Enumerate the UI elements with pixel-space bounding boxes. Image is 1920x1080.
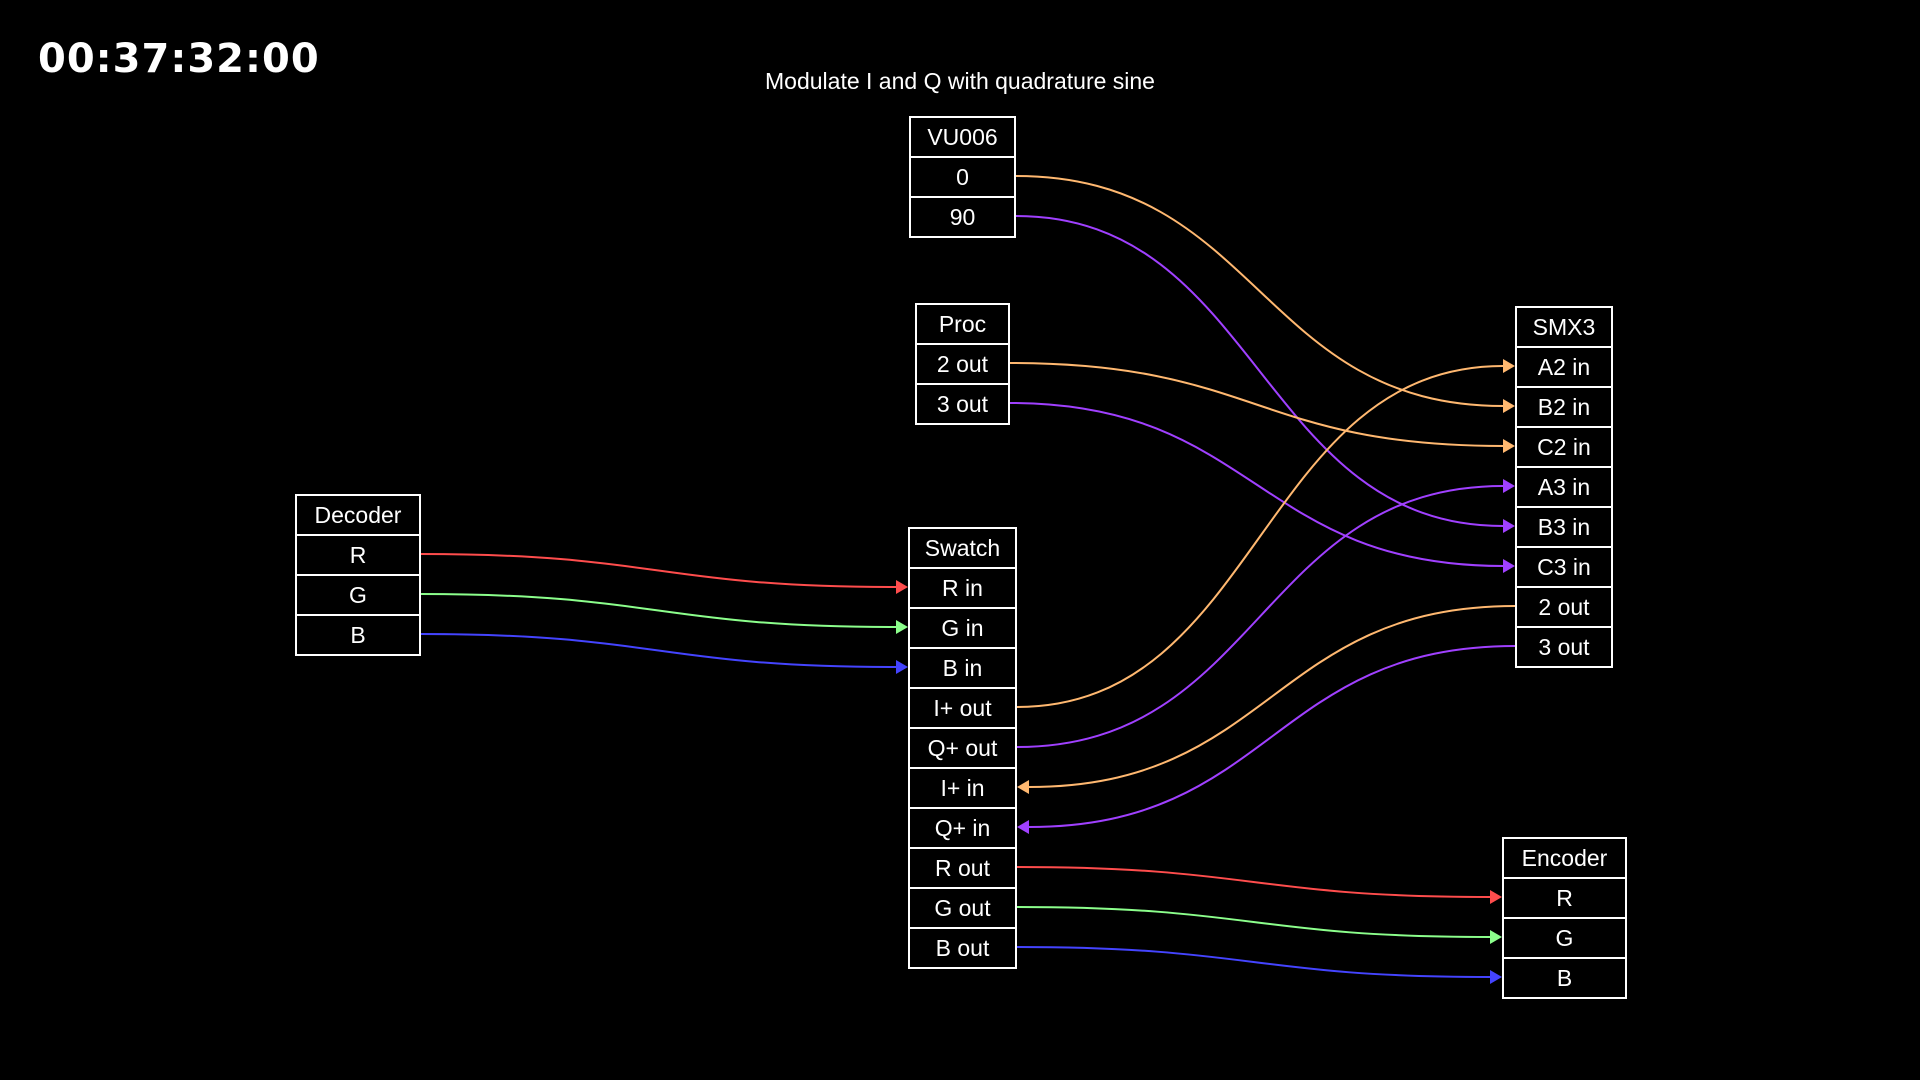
wire-6 bbox=[1009, 402, 1504, 567]
swatch-port-b-in[interactable]: B in bbox=[910, 647, 1015, 687]
wire-4 bbox=[1015, 215, 1504, 527]
smx3-port-b2-in[interactable]: B2 in bbox=[1517, 386, 1611, 426]
swatch-port-i-in[interactable]: I+ in bbox=[910, 767, 1015, 807]
smx3-port-a2-in[interactable]: A2 in bbox=[1517, 346, 1611, 386]
encoder-port-r[interactable]: R bbox=[1504, 877, 1625, 917]
decoder-port-r[interactable]: R bbox=[297, 534, 419, 574]
swatch-port-q-out[interactable]: Q+ out bbox=[910, 727, 1015, 767]
proc-port-2-out[interactable]: 2 out bbox=[917, 343, 1008, 383]
swatch-port-g-out[interactable]: G out bbox=[910, 887, 1015, 927]
decoder-port-g[interactable]: G bbox=[297, 574, 419, 614]
swatch-node-title: Swatch bbox=[924, 535, 1001, 561]
swatch-port-g-in[interactable]: G in bbox=[910, 607, 1015, 647]
vu006-port-90[interactable]: 90 bbox=[911, 196, 1014, 236]
smx3-node-title: SMX3 bbox=[1532, 314, 1596, 340]
encoder-port-g[interactable]: G bbox=[1504, 917, 1625, 957]
wire-0 bbox=[420, 553, 897, 588]
wire-arrowhead-8 bbox=[1503, 479, 1515, 493]
wire-arrowhead-6 bbox=[1503, 559, 1515, 573]
smx3-port-2-out[interactable]: 2 out bbox=[1517, 586, 1611, 626]
vu006-port-0[interactable]: 0 bbox=[911, 156, 1014, 196]
smx3-port-a3-in[interactable]: A3 in bbox=[1517, 466, 1611, 506]
swatch-node[interactable]: Swatch R in G in B in I+ out Q+ out I+ in Q+ in… bbox=[908, 527, 1017, 969]
wire-arrowhead-4 bbox=[1503, 519, 1515, 533]
wire-3 bbox=[1015, 175, 1504, 407]
wire-arrowhead-10 bbox=[1017, 820, 1029, 834]
vu006-node[interactable]: VU006 0 90 bbox=[909, 116, 1016, 238]
encoder-node-title: Encoder bbox=[1521, 845, 1608, 871]
smx3-port-c3-in[interactable]: C3 in bbox=[1517, 546, 1611, 586]
smx3-port-3-out[interactable]: 3 out bbox=[1517, 626, 1611, 666]
wire-13 bbox=[1016, 946, 1491, 978]
wire-arrowhead-1 bbox=[896, 620, 908, 634]
wire-8 bbox=[1016, 485, 1504, 748]
wire-arrowhead-13 bbox=[1490, 970, 1502, 984]
wire-arrowhead-11 bbox=[1490, 890, 1502, 904]
swatch-port-q-in[interactable]: Q+ in bbox=[910, 807, 1015, 847]
wire-9 bbox=[1028, 605, 1516, 788]
wire-arrowhead-9 bbox=[1017, 780, 1029, 794]
swatch-port-r-in[interactable]: R in bbox=[910, 567, 1015, 607]
decoder-node[interactable]: Decoder R G B bbox=[295, 494, 421, 656]
wire-7 bbox=[1016, 365, 1504, 708]
encoder-port-b[interactable]: B bbox=[1504, 957, 1625, 997]
wire-12 bbox=[1016, 906, 1491, 938]
swatch-port-i-out[interactable]: I+ out bbox=[910, 687, 1015, 727]
wire-arrowhead-0 bbox=[896, 580, 908, 594]
wire-arrowhead-5 bbox=[1503, 439, 1515, 453]
wire-arrowhead-12 bbox=[1490, 930, 1502, 944]
encoder-node[interactable]: Encoder R G B bbox=[1502, 837, 1627, 999]
swatch-port-b-out[interactable]: B out bbox=[910, 927, 1015, 967]
wire-11 bbox=[1016, 866, 1491, 898]
smx3-node[interactable]: SMX3 A2 in B2 in C2 in A3 in B3 in C3 in 2 out 3… bbox=[1515, 306, 1613, 668]
proc-port-3-out[interactable]: 3 out bbox=[917, 383, 1008, 423]
wire-2 bbox=[420, 633, 897, 668]
proc-node-title: Proc bbox=[938, 311, 987, 337]
wire-arrowhead-7 bbox=[1503, 359, 1515, 373]
diagram-title: Modulate I and Q with quadrature sine bbox=[765, 68, 1155, 94]
smx3-port-b3-in[interactable]: B3 in bbox=[1517, 506, 1611, 546]
decoder-port-b[interactable]: B bbox=[297, 614, 419, 654]
smx3-port-c2-in[interactable]: C2 in bbox=[1517, 426, 1611, 466]
swatch-port-r-out[interactable]: R out bbox=[910, 847, 1015, 887]
wire-10 bbox=[1028, 645, 1516, 828]
vu006-node-title: VU006 bbox=[927, 124, 998, 150]
decoder-node-title: Decoder bbox=[314, 502, 402, 528]
wire-arrowhead-2 bbox=[896, 660, 908, 674]
proc-node[interactable]: Proc 2 out 3 out bbox=[915, 303, 1010, 425]
timecode: 00:37:32:00 bbox=[38, 36, 320, 82]
wire-arrowhead-3 bbox=[1503, 399, 1515, 413]
wire-1 bbox=[420, 593, 897, 628]
wire-5 bbox=[1009, 362, 1504, 447]
